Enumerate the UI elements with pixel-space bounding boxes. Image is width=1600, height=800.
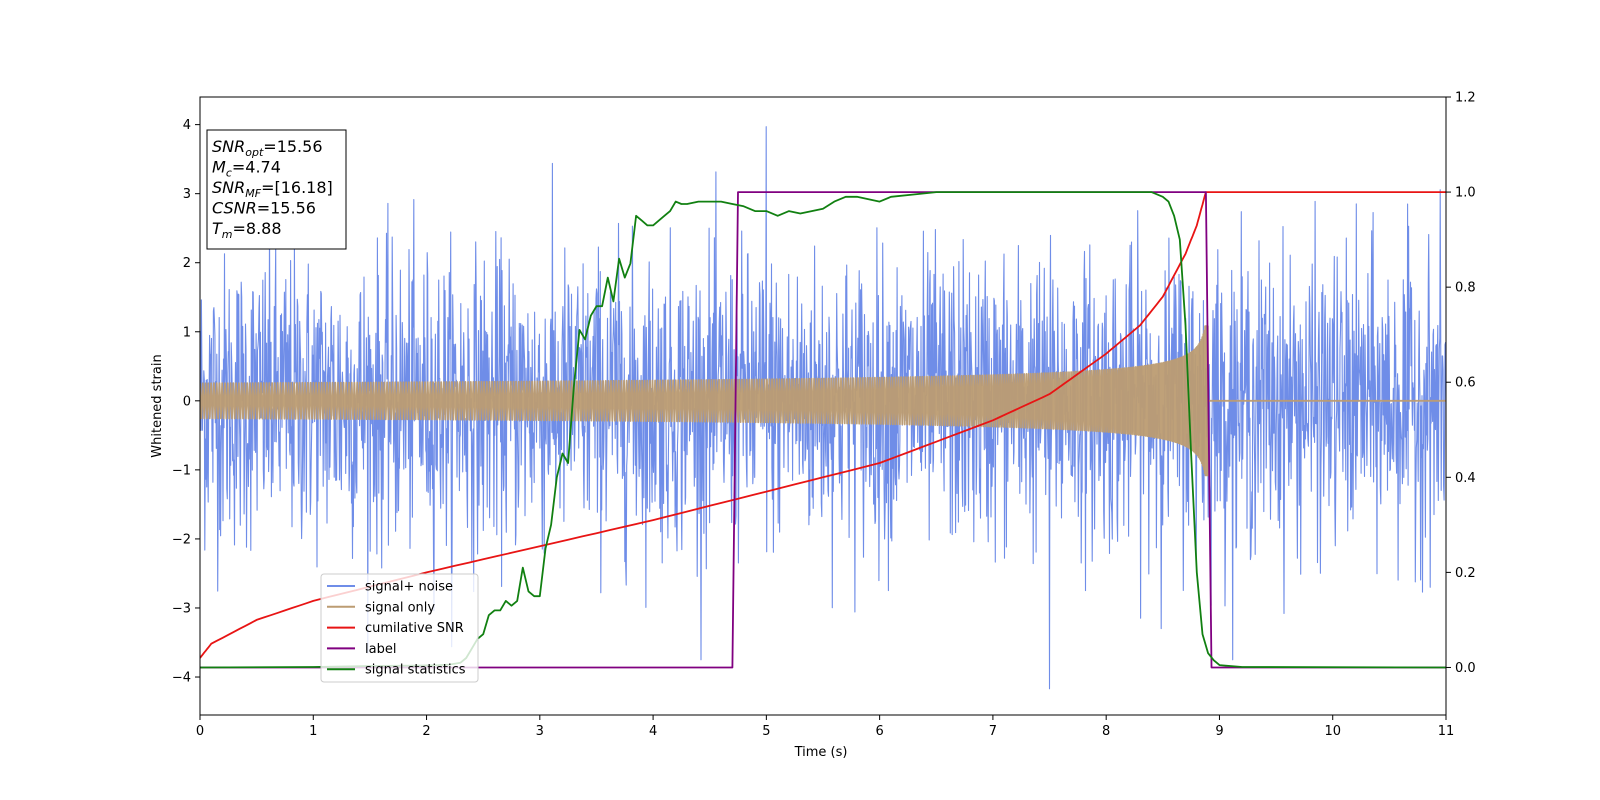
series-line-1 (200, 325, 1446, 477)
info-box-frame (206, 129, 347, 250)
y-tick-label-6: 2 (183, 256, 191, 271)
y-tick-label-4: 0 (183, 394, 191, 409)
x-tick-label-4: 4 (649, 724, 657, 739)
y-tick-label-3: −1 (172, 463, 191, 478)
info-line-3: CSNR=15.56 (212, 199, 316, 218)
x-tick-label-10: 10 (1324, 724, 1341, 739)
plot-lines (200, 126, 1446, 690)
y-tick-label-2: −2 (172, 532, 191, 547)
y2-tick-label-6: 1.2 (1455, 91, 1476, 106)
y-axis-label: Whitened strain (150, 354, 165, 457)
y2-tick-label-3: 0.6 (1455, 376, 1476, 391)
x-tick-label-9: 9 (1215, 724, 1223, 739)
x-tick-label-0: 0 (196, 724, 204, 739)
y2-tick-label-5: 1.0 (1455, 186, 1476, 201)
series-line-4 (200, 191, 1446, 669)
x-tick-label-5: 5 (762, 724, 770, 739)
x-tick-label-6: 6 (875, 724, 883, 739)
x-tick-label-11: 11 (1438, 724, 1455, 739)
y-tick-label-7: 3 (183, 187, 191, 202)
info-line-2: SNRMF=[16.18] (212, 178, 333, 200)
series-line-2 (200, 191, 1446, 659)
y-tick-label-1: −3 (172, 601, 191, 616)
x-tick-label-2: 2 (422, 724, 430, 739)
y-tick-label-0: −4 (172, 671, 191, 686)
y2-tick-label-0: 0.0 (1455, 661, 1476, 676)
x-axis: 0 1 2 3 4 5 6 7 8 9 10 11 (196, 715, 1454, 739)
info-line-0: SNRopt=15.56 (212, 137, 323, 159)
legend-label-4: signal statistics (365, 663, 466, 678)
y-axis-left: −4 −3 −2 −1 0 1 2 3 4 (172, 118, 200, 686)
x-tick-label-7: 7 (989, 724, 997, 739)
legend: signal+ noise signal only cumilative SNR la… (320, 573, 479, 683)
y2-tick-label-2: 0.4 (1455, 471, 1476, 486)
x-axis-label: Time (s) (794, 745, 848, 760)
legend-label-1: signal only (365, 600, 435, 615)
info-box: SNRopt=15.56Mc=4.74SNRMF=[16.18]CSNR=15.… (206, 129, 347, 250)
x-tick-label-1: 1 (309, 724, 317, 739)
y2-tick-label-4: 0.8 (1455, 281, 1476, 296)
plot-frame (199, 96, 1447, 716)
legend-frame (320, 573, 479, 683)
y2-tick-label-1: 0.2 (1455, 566, 1476, 581)
y-tick-label-8: 4 (183, 118, 191, 133)
y-axis-right: 0.0 0.2 0.4 0.6 0.8 1.0 1.2 (1446, 91, 1476, 676)
legend-label-3: label (365, 642, 396, 657)
info-line-4: Tm=8.88 (212, 219, 282, 241)
y-tick-label-5: 1 (183, 325, 191, 340)
info-line-1: Mc=4.74 (212, 158, 281, 180)
legend-label-2: cumilative SNR (365, 621, 464, 636)
x-tick-label-3: 3 (536, 724, 544, 739)
x-tick-label-8: 8 (1102, 724, 1110, 739)
legend-label-0: signal+ noise (365, 580, 453, 595)
